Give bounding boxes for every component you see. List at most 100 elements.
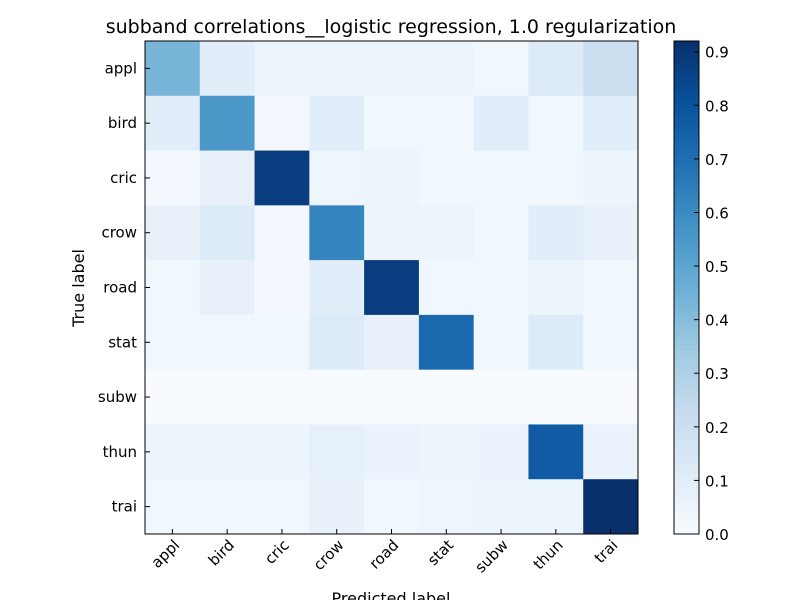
- heatmap-cell-stat-trai: [583, 314, 639, 371]
- heatmap-cell-road-subw: [473, 260, 529, 316]
- x-tick-labels: appl bird cric crow road stat subw thun trai: [148, 529, 621, 576]
- chart-title: subband correlations__logistic regressio…: [106, 16, 677, 38]
- heatmap-cell-stat-appl: [145, 314, 201, 371]
- y-tick-labels: appl bird cric crow road stat subw thun trai: [98, 59, 150, 516]
- heatmap-cell-stat-road: [364, 314, 420, 371]
- x-axis-label: Predicted label: [332, 589, 451, 600]
- heatmap-cell-trai-cric: [254, 479, 310, 535]
- heatmap-cell-thun-road: [364, 424, 420, 480]
- heatmap-cell-crow-subw: [473, 205, 529, 261]
- heatmap-cell-road-thun: [528, 260, 584, 316]
- heatmap-cell-cric-thun: [528, 150, 584, 206]
- heatmap-cell-road-stat: [418, 260, 475, 316]
- heatmap-cell-thun-trai: [583, 424, 639, 480]
- heatmap-cell-appl-cric: [254, 41, 310, 97]
- heatmap-cell-thun-bird: [199, 424, 256, 480]
- heatmap-cell-cric-subw: [473, 150, 529, 206]
- heatmap-cell-road-trai: [583, 260, 639, 316]
- y-tick-label-thun: thun: [103, 443, 137, 461]
- colorbar-tick-label: 0.0: [705, 526, 729, 544]
- x-tick-label-cric: cric: [261, 536, 293, 568]
- heatmap-cell-appl-bird: [199, 41, 256, 97]
- heatmap-cell-subw-stat: [418, 369, 475, 425]
- x-tick-label-road: road: [366, 536, 403, 573]
- heatmap-cell-appl-thun: [528, 41, 584, 97]
- heatmap-cell-crow-appl: [145, 205, 201, 261]
- heatmap-cell-stat-subw: [473, 314, 529, 371]
- heatmap-cell-crow-road: [364, 205, 420, 261]
- colorbar-tick-label: 0.4: [705, 312, 729, 330]
- heatmap-cell-bird-bird: [199, 95, 256, 152]
- y-tick-label-bird: bird: [108, 114, 137, 132]
- y-tick-label-crow: crow: [101, 224, 137, 242]
- y-tick-label-stat: stat: [108, 333, 137, 351]
- y-tick-label-appl: appl: [105, 59, 137, 77]
- heatmap-cell-thun-cric: [254, 424, 310, 480]
- x-tick-label-crow: crow: [310, 536, 348, 574]
- heatmap-cell-appl-subw: [473, 41, 529, 97]
- colorbar-tick-label: 0.8: [705, 97, 729, 115]
- x-tick-label-stat: stat: [424, 536, 457, 569]
- heatmap-cell-crow-trai: [583, 205, 639, 261]
- heatmap-cell-thun-crow: [309, 424, 365, 480]
- heatmap-cell-trai-appl: [145, 479, 201, 535]
- heatmap-cell-stat-thun: [528, 314, 584, 371]
- colorbar-tick-label: 0.2: [705, 419, 729, 437]
- heatmap-cell-appl-appl: [145, 41, 201, 97]
- heatmap-cells: [145, 41, 639, 535]
- x-tick-label-thun: thun: [530, 536, 567, 573]
- colorbar-tick-label: 0.6: [705, 204, 729, 222]
- heatmap-cell-stat-cric: [254, 314, 310, 371]
- heatmap-cell-stat-stat: [418, 314, 475, 371]
- heatmap-cell-subw-subw: [473, 369, 529, 425]
- heatmap-cell-bird-stat: [418, 95, 475, 152]
- heatmap-cell-thun-stat: [418, 424, 475, 480]
- heatmap-cell-subw-crow: [309, 369, 365, 425]
- y-tick-label-trai: trai: [112, 498, 137, 516]
- x-tick-label-appl: appl: [148, 536, 184, 572]
- heatmap-cell-thun-subw: [473, 424, 529, 480]
- heatmap-cell-road-appl: [145, 260, 201, 316]
- heatmap-cell-bird-thun: [528, 95, 584, 152]
- heatmap-cell-road-road: [364, 260, 420, 316]
- y-tick-label-subw: subw: [98, 388, 137, 406]
- heatmap-cell-bird-crow: [309, 95, 365, 152]
- heatmap-cell-trai-trai: [583, 479, 639, 535]
- heatmap-cell-subw-road: [364, 369, 420, 425]
- heatmap-cell-bird-appl: [145, 95, 201, 152]
- heatmap-cell-subw-cric: [254, 369, 310, 425]
- heatmap-cell-thun-thun: [528, 424, 584, 480]
- colorbar-tick-label: 0.9: [705, 44, 729, 62]
- heatmap-cell-trai-road: [364, 479, 420, 535]
- heatmap-cell-cric-bird: [199, 150, 256, 206]
- heatmap-cell-appl-crow: [309, 41, 365, 97]
- heatmap-cell-crow-cric: [254, 205, 310, 261]
- heatmap-cell-trai-stat: [418, 479, 475, 535]
- colorbar-tick-label: 0.1: [705, 472, 729, 490]
- heatmap-cell-stat-crow: [309, 314, 365, 371]
- colorbar-tick-label: 0.5: [705, 258, 729, 276]
- heatmap-cell-road-bird: [199, 260, 256, 316]
- x-tick-label-subw: subw: [471, 536, 511, 576]
- heatmap-cell-bird-subw: [473, 95, 529, 152]
- heatmap-cell-cric-road: [364, 150, 420, 206]
- heatmap-cell-appl-road: [364, 41, 420, 97]
- heatmap-cell-road-cric: [254, 260, 310, 316]
- colorbar-tick-label: 0.3: [705, 365, 729, 383]
- heatmap-cell-subw-trai: [583, 369, 639, 425]
- heatmap-cell-crow-crow: [309, 205, 365, 261]
- heatmap-cell-cric-trai: [583, 150, 639, 206]
- heatmap-cell-crow-stat: [418, 205, 475, 261]
- colorbar-ticks: 0.0 0.1 0.2 0.3 0.4 0.5 0.6 0.7 0.8 0.9: [694, 44, 729, 544]
- heatmap-cell-stat-bird: [199, 314, 256, 371]
- heatmap-cell-cric-crow: [309, 150, 365, 206]
- y-tick-label-road: road: [103, 279, 137, 297]
- heatmap-cell-bird-road: [364, 95, 420, 152]
- x-tick-label-bird: bird: [205, 536, 238, 569]
- heatmap-cell-cric-appl: [145, 150, 201, 206]
- heatmap-cell-bird-cric: [254, 95, 310, 152]
- y-tick-label-cric: cric: [110, 169, 137, 187]
- heatmap-cell-trai-subw: [473, 479, 529, 535]
- heatmap-cell-cric-stat: [418, 150, 475, 206]
